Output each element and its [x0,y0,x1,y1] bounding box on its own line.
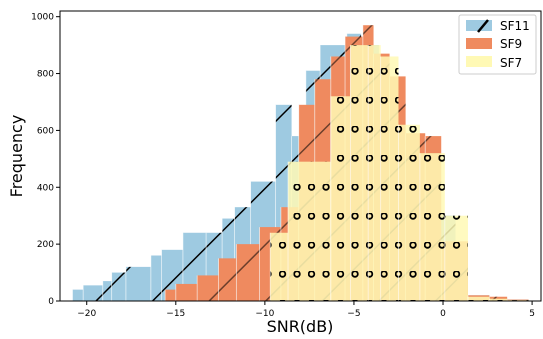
x-tick-label: −15 [166,309,185,319]
bar-hatch-sf7-1 [288,161,331,301]
bar-hatch-sf7-5 [380,56,399,301]
bar-hatch-sf7-7 [419,153,445,301]
legend-entry-sf11: SF11 [466,19,530,33]
bar-hatch-sf7-0 [270,232,289,301]
bar-hatch-sf9-1 [175,283,198,301]
y-axis-label: Frequency [7,115,26,198]
x-tick-label: −5 [347,309,360,319]
legend-entry-sf9: SF9 [466,37,522,51]
legend-swatch-sf9 [466,38,492,49]
y-tick-label: 800 [37,70,54,80]
legend: SF11 SF9 SF7 [458,14,537,75]
bar-hatch-sf9-0 [165,289,176,301]
bar-hatch-sf7-10 [489,298,508,301]
legend-swatch-sf11 [466,20,492,31]
legend-swatch-sf7 [466,56,492,67]
plot-frame [59,10,542,302]
y-tick-label: 200 [37,240,54,250]
bar-hatch-sf9-2 [197,275,219,301]
bar-hatch-sf11-3 [111,272,126,301]
bar-hatch-sf7-4 [368,45,381,301]
legend-label-sf7: SF7 [500,56,522,70]
y-tick-label: 600 [37,126,54,136]
series-sf7 [269,45,529,301]
bar-hatch-sf7-8 [444,215,468,301]
bar-hatch-sf7-3 [350,45,369,301]
x-tick-label: −10 [255,309,274,319]
legend-label-sf11: SF11 [500,19,530,33]
bar-hatch-sf11-1 [83,285,103,301]
bar-hatch-sf7-6 [398,124,420,301]
x-tick-label: 0 [440,309,446,319]
x-axis-label: SNR(dB) [267,317,334,335]
legend-label-sf9: SF9 [500,37,522,51]
y-tick-label: 400 [37,183,54,193]
x-tick-label: −20 [77,309,96,319]
axes-layer: −20 −15 −10 −5 0 5 0 200 400 600 800 1000 [31,13,535,319]
legend-entry-sf7: SF7 [466,56,522,70]
bar-hatch-sf11-5 [150,255,162,301]
bar-hatch-sf7-2 [330,96,351,301]
bar-hatch-sf7-9 [467,296,490,301]
bars-layer [72,25,529,301]
bar-hatch-sf11-2 [102,281,112,301]
y-tick-label: 1000 [31,13,54,23]
bar-hatch-sf9-4 [236,244,260,301]
bar-hatch-sf9-3 [218,258,237,301]
y-tick-label: 0 [48,297,54,307]
x-tick-label: 5 [529,309,535,319]
legend-hatch-sf11 [477,19,489,33]
bar-hatch-sf11-0 [72,289,84,301]
bar-hatch-sf11-4 [125,266,151,301]
